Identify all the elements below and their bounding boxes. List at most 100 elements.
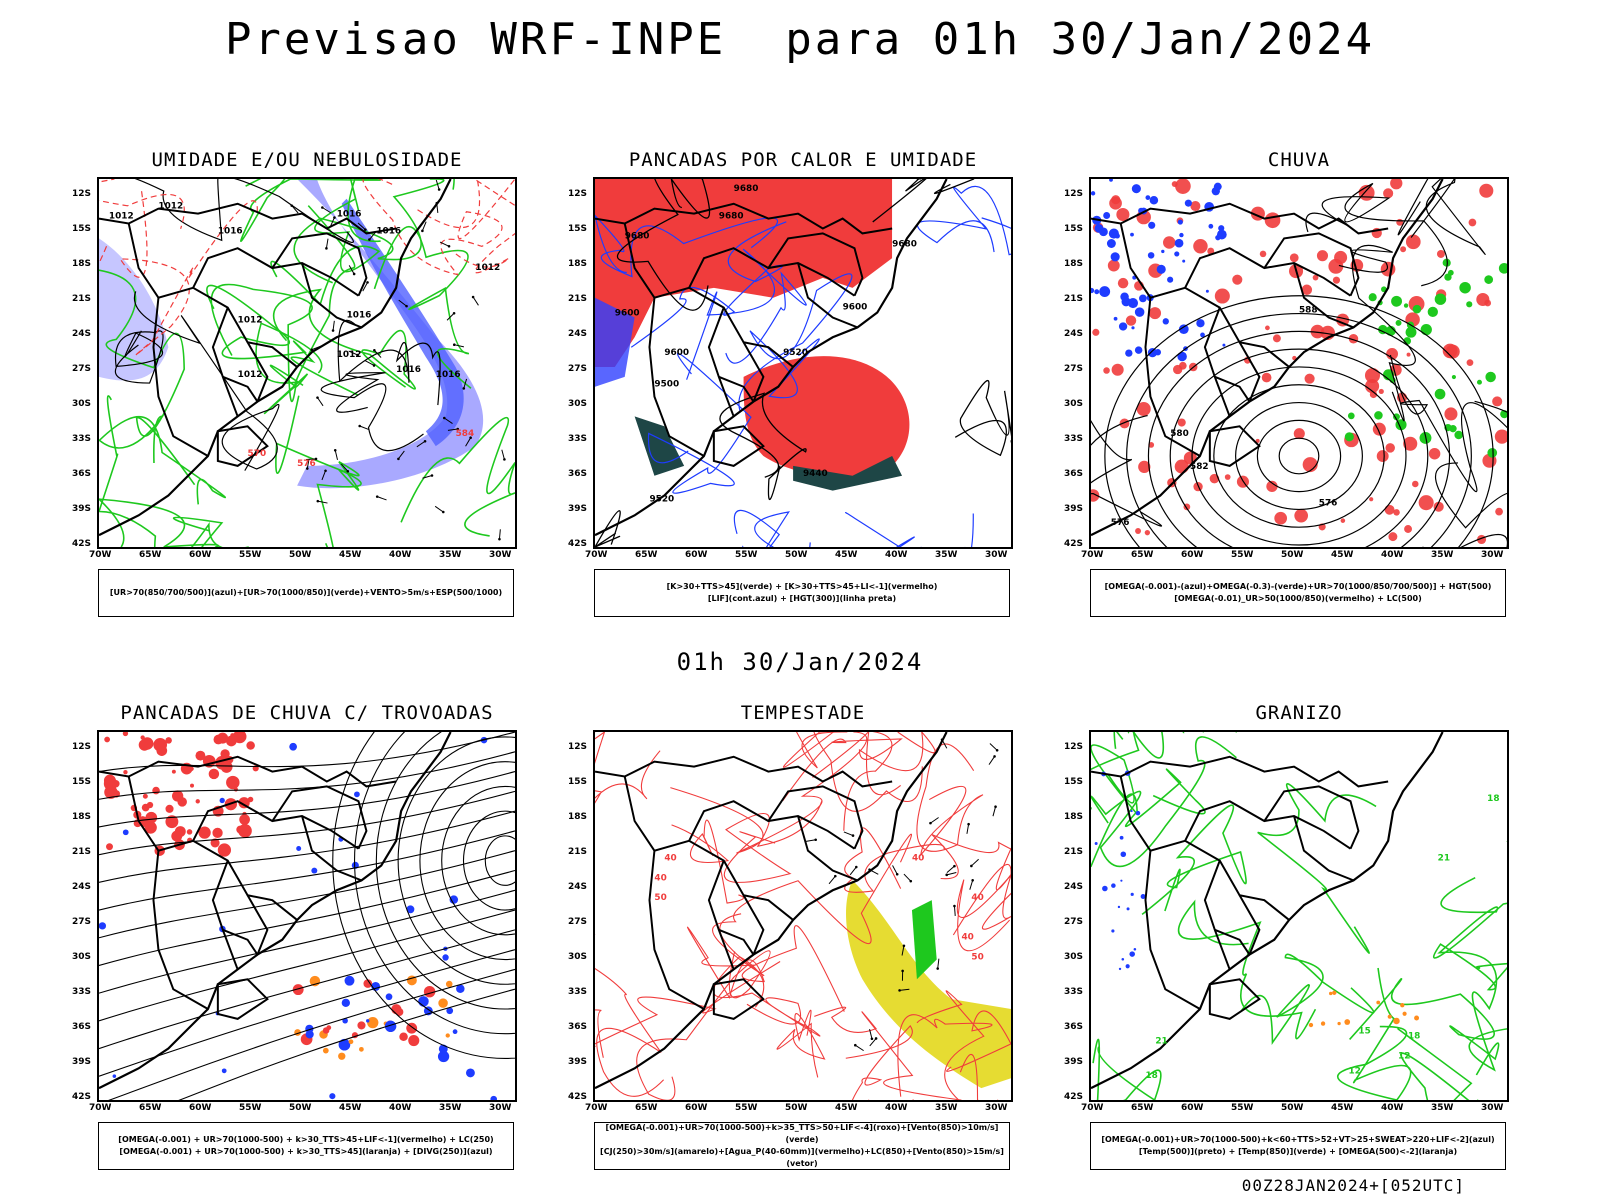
contour-label: 9500 <box>654 380 679 390</box>
latitude-tick-label: 21S <box>568 847 588 857</box>
contour-label: 1016 <box>396 365 421 375</box>
longitude-tick-label: 30W <box>489 550 512 560</box>
contour-label: 584 <box>456 429 475 439</box>
longitude-tick-label: 50W <box>1281 1103 1304 1113</box>
contour-label: 9600 <box>843 303 868 313</box>
contour-label: 18 <box>1145 1071 1157 1081</box>
latitude-tick-label: 33S <box>1064 987 1084 997</box>
latitude-tick-label: 12S <box>72 189 92 199</box>
contour-label: 9520 <box>783 348 808 358</box>
latitude-tick-label: 18S <box>1064 812 1084 822</box>
latitude-tick-label: 24S <box>1064 882 1084 892</box>
latitude-tick-label: 36S <box>72 469 92 479</box>
contour-label: 588 <box>1299 306 1318 316</box>
contour-label: 1016 <box>337 210 362 220</box>
contour-label: 580 <box>1170 429 1189 439</box>
contour-label: 50 <box>654 893 666 903</box>
latitude-tick-label: 39S <box>1064 504 1084 514</box>
latitude-tick-label: 30S <box>72 399 92 409</box>
longitude-tick-label: 35W <box>1431 550 1454 560</box>
latitude-tick-label: 15S <box>568 224 588 234</box>
weather-map: 588 580 582 576 576 <box>1089 177 1509 549</box>
longitude-tick-label: 50W <box>289 1103 312 1113</box>
contour-label: 9600 <box>615 309 640 319</box>
latitude-tick-label: 33S <box>72 987 92 997</box>
latitude-tick-label: 18S <box>1064 259 1084 269</box>
contour-label: 1012 <box>109 212 134 222</box>
legend-box: [UR>70(850/700/500)](azul)+[UR>70(1000/8… <box>98 569 514 617</box>
latitude-tick-label: 36S <box>72 1022 92 1032</box>
latitude-tick-label: 33S <box>72 434 92 444</box>
longitude-tick-label: 55W <box>1231 1103 1254 1113</box>
longitude-tick-label: 35W <box>439 550 462 560</box>
latitude-tick-label: 36S <box>568 1022 588 1032</box>
contour-label: 12 <box>1398 1051 1410 1061</box>
longitude-tick-label: 35W <box>935 1103 958 1113</box>
latitude-tick-label: 42S <box>72 539 92 549</box>
contour-label: 40 <box>654 873 666 883</box>
longitude-tick-label: 55W <box>239 1103 262 1113</box>
longitude-tick-label: 65W <box>1131 550 1154 560</box>
panel-title: CHUVA <box>1267 149 1331 171</box>
latitude-tick-label: 27S <box>72 364 92 374</box>
longitude-tick-label: 30W <box>985 550 1008 560</box>
latitude-tick-label: 21S <box>568 294 588 304</box>
longitude-tick-label: 55W <box>735 1103 758 1113</box>
latitude-tick-label: 24S <box>72 329 92 339</box>
longitude-tick-label: 55W <box>1231 550 1254 560</box>
longitude-tick-label: 70W <box>1081 1103 1104 1113</box>
latitude-tick-label: 33S <box>568 434 588 444</box>
contour-label: 1012 <box>158 202 183 212</box>
contour-label: 1016 <box>376 226 401 236</box>
contour-label: 21 <box>1438 854 1450 864</box>
contour-label: 1016 <box>218 226 243 236</box>
legend-line: [Temp(500)](preto) + [Temp(850)](verde) … <box>1138 1147 1458 1156</box>
latitude-tick-label: 18S <box>72 812 92 822</box>
longitude-tick-label: 55W <box>735 550 758 560</box>
latitude-tick-label: 33S <box>568 987 588 997</box>
longitude-tick-label: 65W <box>139 1103 162 1113</box>
latitude-tick-label: 12S <box>1064 742 1084 752</box>
legend-line: [OMEGA(-0.001)-(azul)+OMEGA(-0.3)-(verde… <box>1104 582 1492 591</box>
latitude-tick-label: 36S <box>1064 1022 1084 1032</box>
latitude-tick-label: 18S <box>568 259 588 269</box>
contour-label: 576 <box>297 459 316 469</box>
latitude-tick-label: 42S <box>568 1092 588 1102</box>
longitude-tick-label: 45W <box>1331 550 1354 560</box>
weather-map: 1012 1012 1016 1016 1016 1012 1016 1012 1012 1016… <box>97 177 517 549</box>
latitude-tick-label: 15S <box>568 777 588 787</box>
contour-label: 1016 <box>436 370 461 380</box>
latitude-tick-label: 27S <box>1064 364 1084 374</box>
latitude-tick-label: 30S <box>568 399 588 409</box>
contour-label: 9680 <box>625 231 650 241</box>
longitude-tick-label: 45W <box>835 550 858 560</box>
map-features <box>99 179 515 547</box>
latitude-tick-label: 18S <box>72 259 92 269</box>
contour-label: 9440 <box>803 469 828 479</box>
latitude-tick-label: 21S <box>1064 847 1084 857</box>
contour-label: 18 <box>1487 794 1499 804</box>
contour-label: 9680 <box>719 212 744 222</box>
longitude-tick-label: 65W <box>635 550 658 560</box>
latitude-tick-label: 30S <box>1064 952 1084 962</box>
longitude-tick-label: 70W <box>585 1103 608 1113</box>
latitude-tick-label: 27S <box>568 364 588 374</box>
longitude-tick-label: 35W <box>935 550 958 560</box>
legend-line: [K>30+TTS>45](verde) + [K>30+TTS>45+LI<-… <box>666 582 938 591</box>
latitude-tick-label: 27S <box>1064 917 1084 927</box>
latitude-tick-label: 30S <box>1064 399 1084 409</box>
longitude-tick-label: 40W <box>885 1103 908 1113</box>
legend-line: [OMEGA(-0.001)+UR>70(1000-500)+k>35_TTS>… <box>605 1123 999 1144</box>
latitude-tick-label: 30S <box>568 952 588 962</box>
weather-map: 18 21 21 18 15 12 12 18 <box>1089 730 1509 1102</box>
contour-label: 1012 <box>337 350 362 360</box>
contour-label: 1012 <box>238 315 263 325</box>
weather-map: 40 40 40 50 40 40 50 <box>593 730 1013 1102</box>
legend-box: [OMEGA(-0.001)+UR>70(1000-500)+k>35_TTS>… <box>594 1122 1010 1170</box>
longitude-tick-label: 30W <box>985 1103 1008 1113</box>
latitude-tick-label: 12S <box>72 742 92 752</box>
legend-line: [OMEGA(-0.01)_UR>50(1000/850)(vermelho) … <box>1174 594 1422 603</box>
contour-label: 576 <box>1111 518 1130 528</box>
latitude-tick-label: 27S <box>72 917 92 927</box>
longitude-tick-label: 70W <box>89 1103 112 1113</box>
